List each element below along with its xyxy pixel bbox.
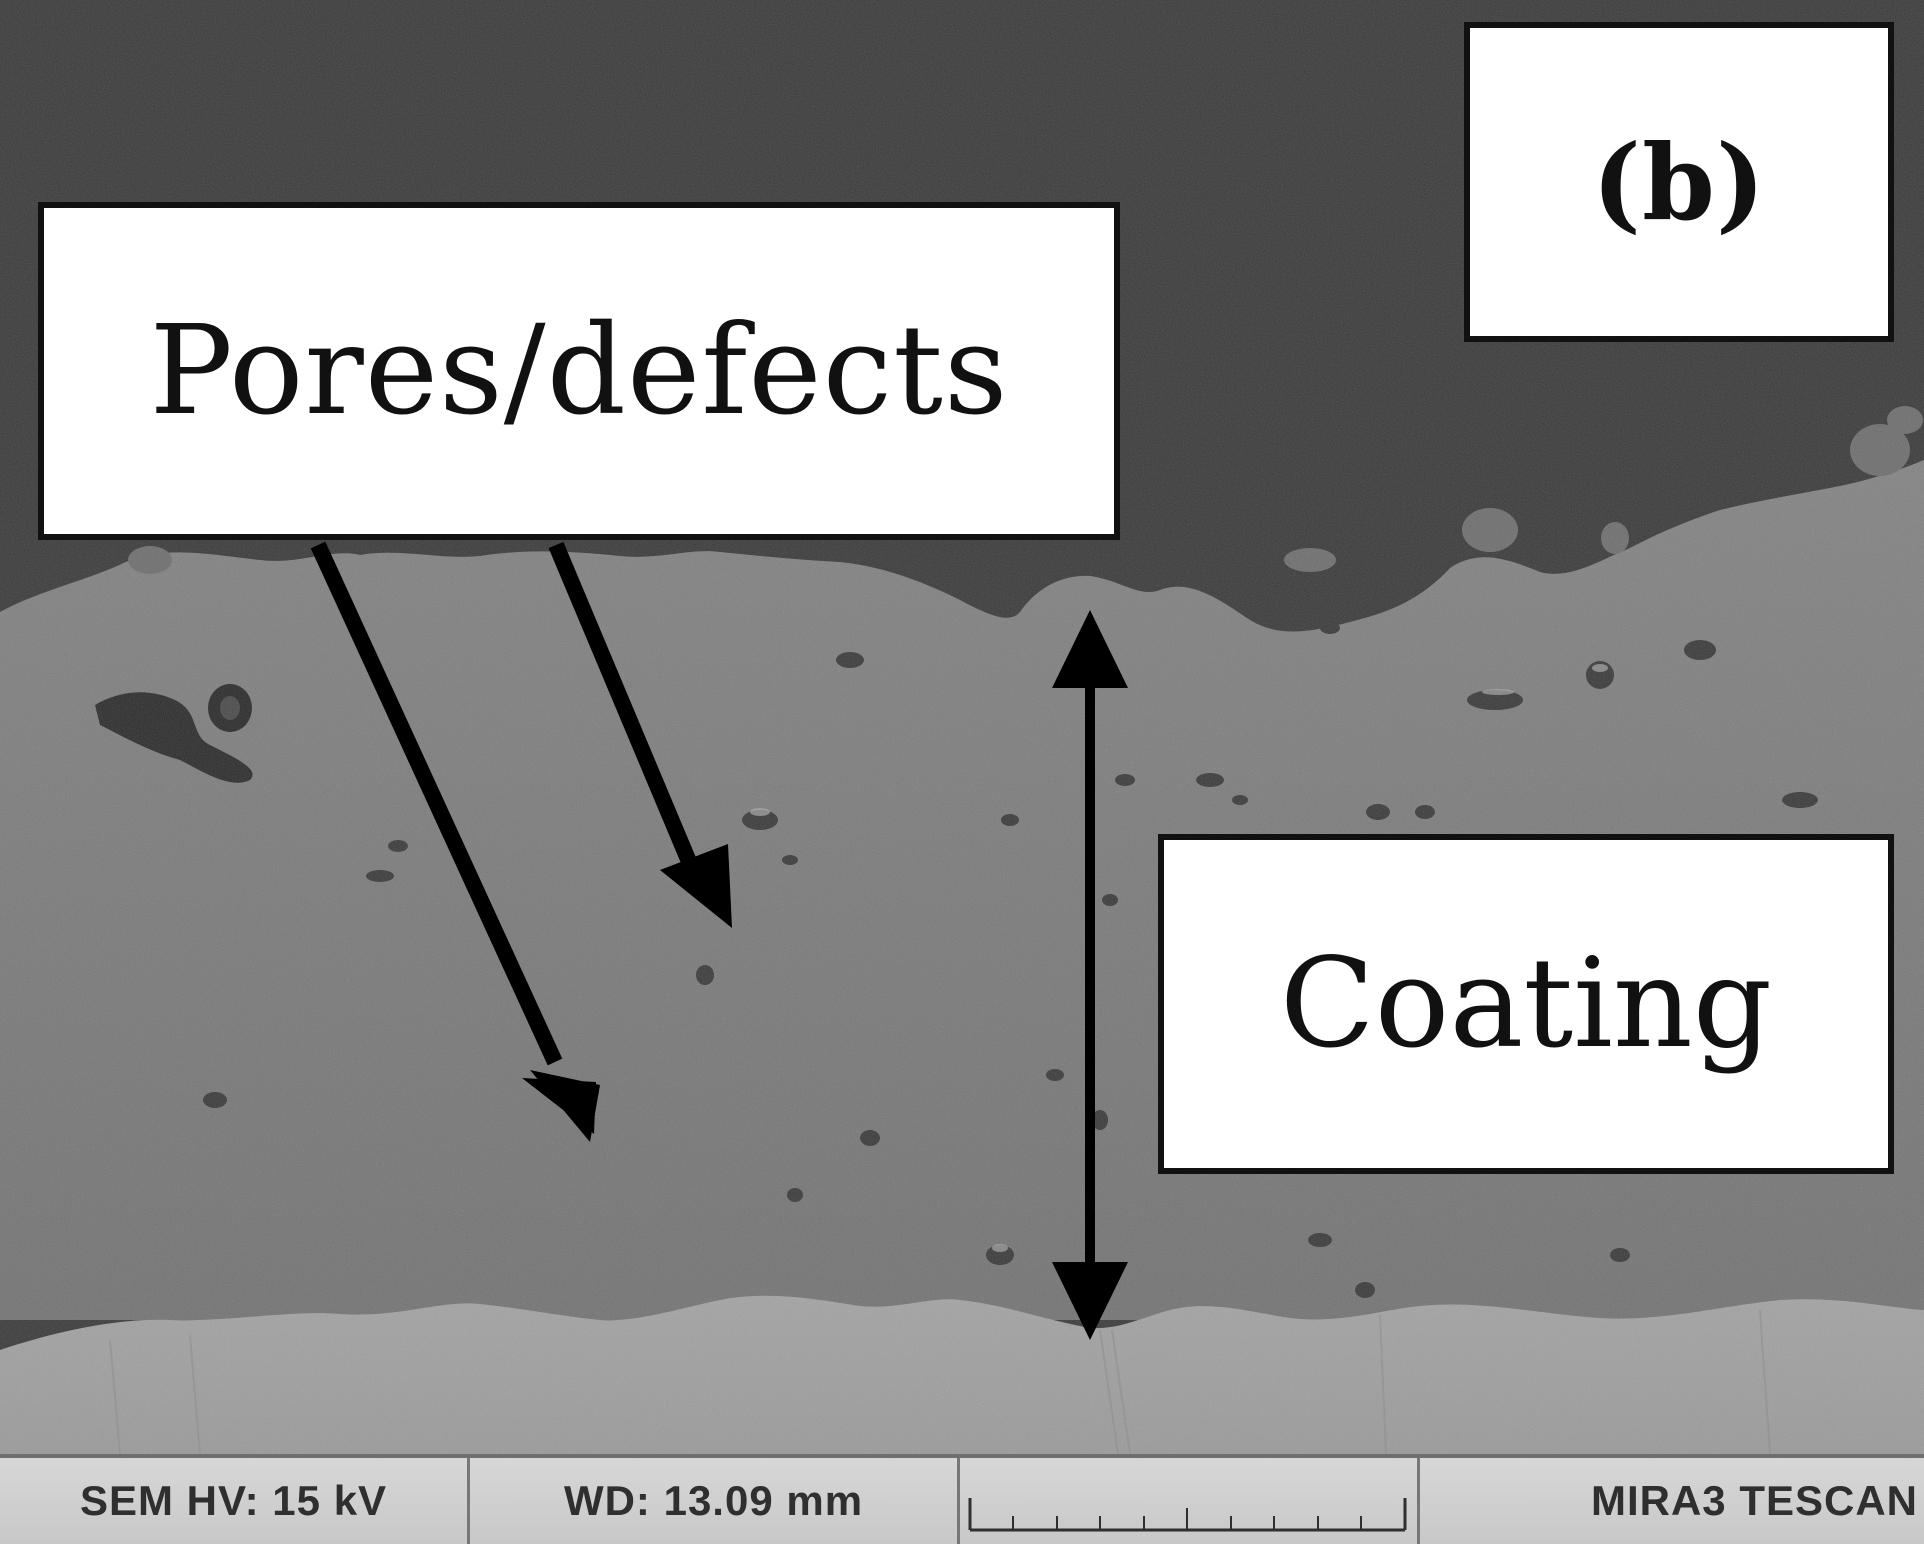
scale-bar — [968, 1498, 1407, 1532]
sem-data-bar: SEM HV: 15 kV WD: 13.09 mm MIRA3 TESCAN — [0, 1454, 1924, 1544]
coating-thickness-arrow — [1052, 610, 1128, 1340]
coating-label: Coating — [1158, 834, 1894, 1174]
pore-arrow-right — [548, 541, 732, 928]
instrument-brand: MIRA3 TESCAN — [1590, 1477, 1918, 1524]
pores-defects-label: Pores/defects — [38, 202, 1120, 540]
hv-readout: SEM HV: 15 kV — [0, 1458, 470, 1544]
panel-label: (b) — [1464, 22, 1894, 342]
wd-readout: WD: 13.09 mm — [470, 1458, 960, 1544]
scale-bar-cell — [960, 1458, 1420, 1544]
pore-arrow-left — [310, 541, 600, 1142]
